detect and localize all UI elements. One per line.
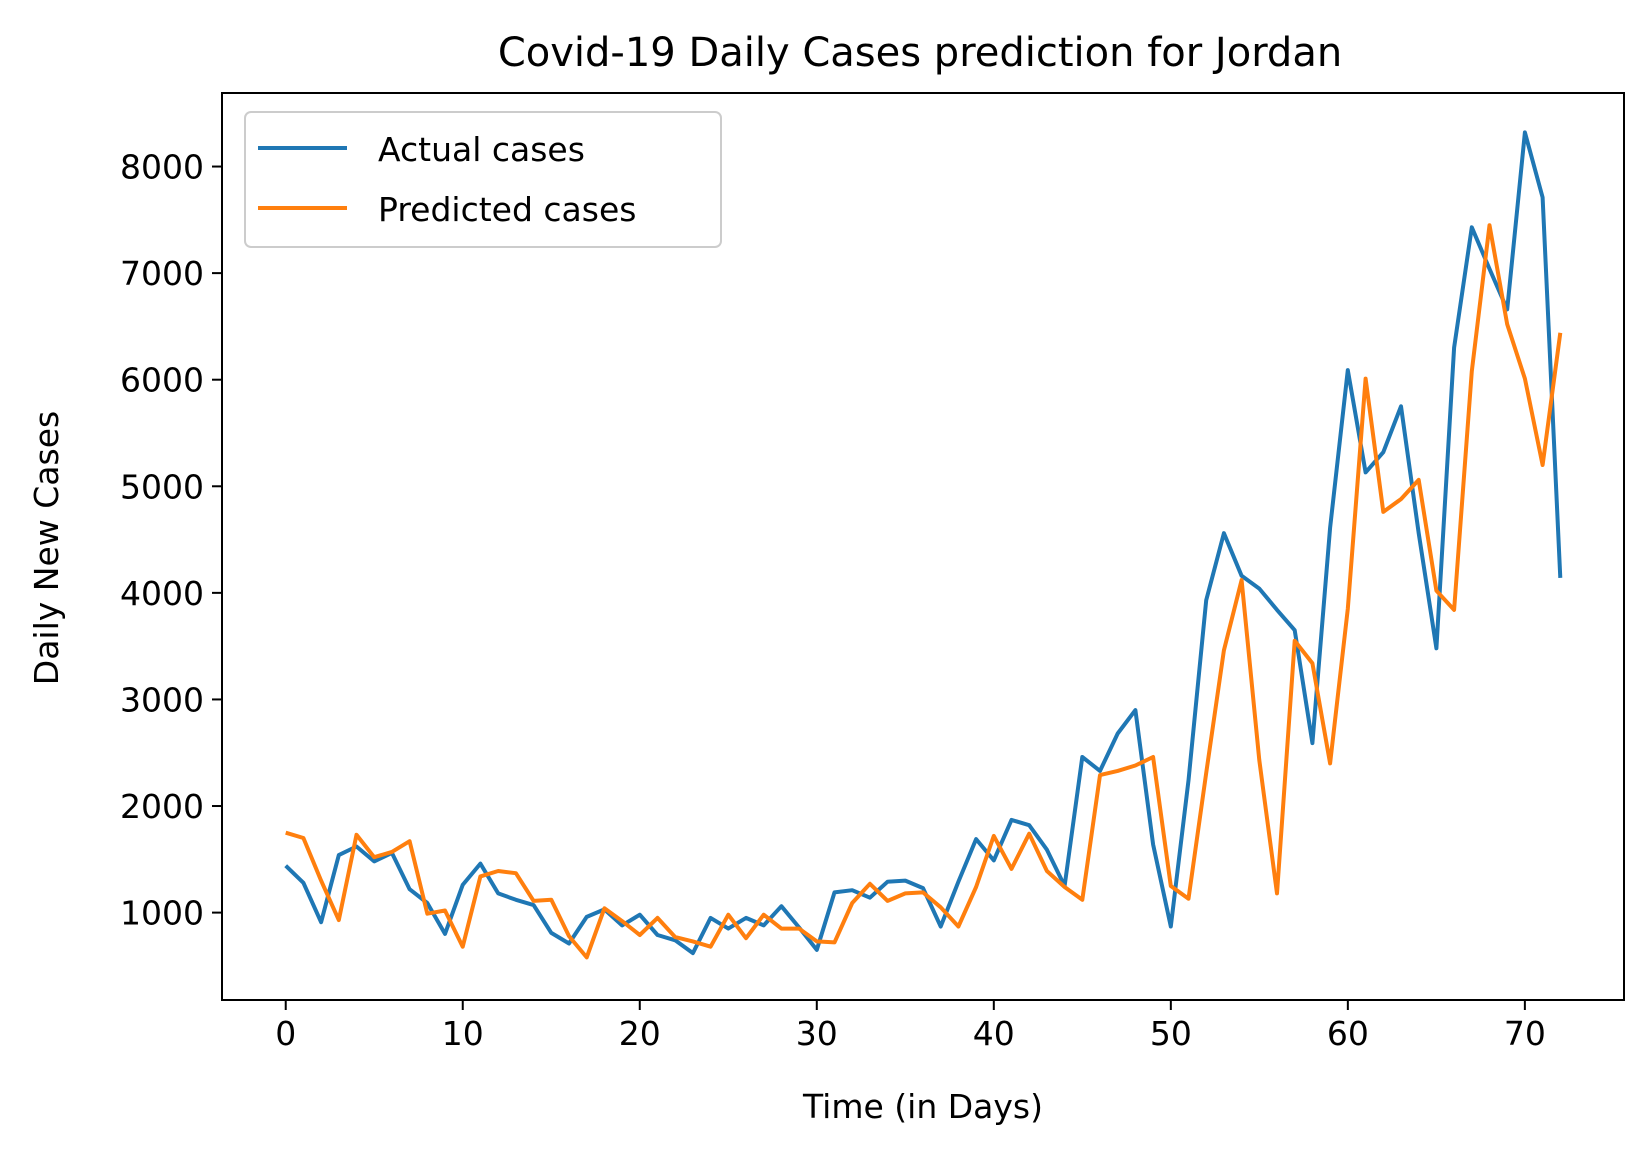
y-tick-label: 1000 [120,894,204,933]
series-line-predicted-cases [285,223,1563,960]
y-tick-label: 6000 [120,361,204,400]
chart-title: Covid-19 Daily Cases prediction for Jord… [498,30,1342,76]
x-tick-label: 60 [1327,1014,1369,1053]
x-tick-label: 70 [1504,1014,1546,1053]
x-tick-label: 50 [1150,1014,1192,1053]
x-axis: 0 10 20 30 40 50 60 70 [275,1000,1546,1053]
y-tick-label: 2000 [120,787,204,826]
x-tick-label: 10 [442,1014,484,1053]
legend: Actual cases Predicted cases [244,111,722,248]
y-axis-label: Daily New Cases [27,411,66,685]
plot-lines [284,130,1563,960]
y-tick-label: 7000 [120,254,204,293]
x-axis-label: Time (in Days) [802,1087,1043,1126]
y-tick-label: 5000 [120,467,204,506]
x-tick-label: 20 [619,1014,661,1053]
y-tick-label: 3000 [120,680,204,719]
legend-box [244,111,722,248]
series-line-actual-cases [284,130,1563,956]
plot-frame [221,92,1625,1001]
legend-label-predicted: Predicted cases [378,190,636,229]
x-tick-label: 0 [275,1014,296,1053]
y-axis: 1000 2000 3000 4000 5000 6000 7000 8000 [120,148,222,933]
y-tick-label: 8000 [120,148,204,187]
x-tick-label: 30 [796,1014,838,1053]
legend-label-actual: Actual cases [378,130,585,169]
y-tick-label: 4000 [120,574,204,613]
x-tick-label: 40 [973,1014,1015,1053]
